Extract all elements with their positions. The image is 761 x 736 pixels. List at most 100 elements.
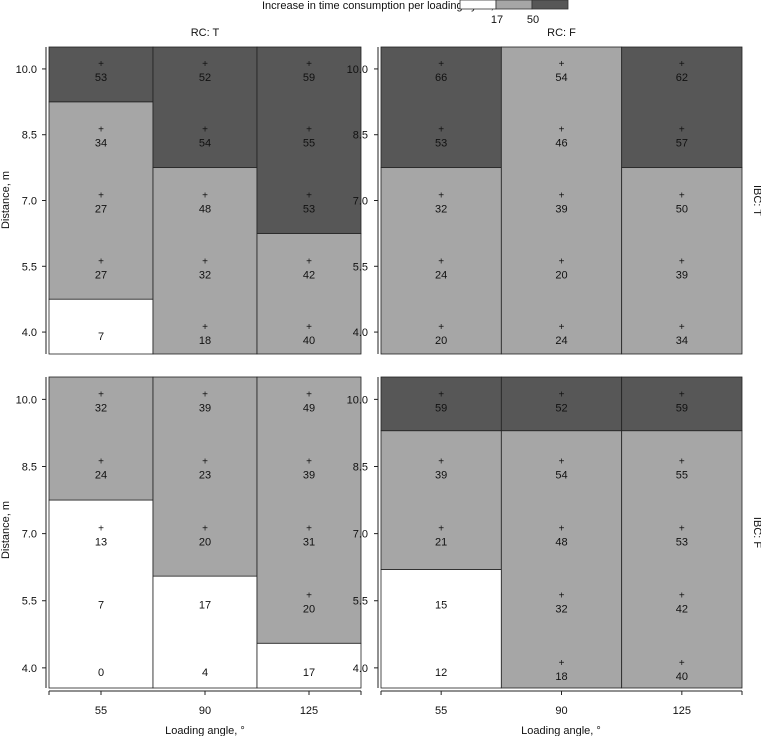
- data-label: 40: [676, 671, 688, 683]
- data-label: 13: [95, 537, 107, 549]
- data-label: 59: [303, 72, 315, 84]
- zone-level-0: [380, 569, 502, 689]
- sample-marker: +: [438, 456, 444, 467]
- panels: 7+27+27+34+53+18+32+48+54+52+40+42+53+55…: [16, 27, 761, 717]
- zone-level-2: [621, 46, 743, 169]
- sample-marker: +: [306, 456, 312, 467]
- sample-marker: +: [98, 125, 104, 136]
- sample-marker: +: [559, 191, 565, 202]
- zone-level-1: [152, 376, 258, 577]
- zone-level-1: [256, 376, 362, 644]
- sample-marker: +: [438, 322, 444, 333]
- data-label: 20: [303, 604, 315, 616]
- zone-level-1: [380, 167, 502, 355]
- sample-marker: +: [98, 256, 104, 267]
- data-label: 7: [98, 600, 104, 612]
- x-tick-label: 90: [555, 705, 567, 717]
- sample-marker: +: [306, 322, 312, 333]
- x-tick-label: 55: [95, 705, 107, 717]
- zone-level-2: [380, 46, 502, 169]
- data-label: 32: [555, 604, 567, 616]
- y-tick-label: 8.5: [353, 461, 368, 473]
- data-label: 53: [95, 72, 107, 84]
- sample-marker: +: [202, 191, 208, 202]
- legend-title: Increase in time consumption per loading…: [262, 0, 507, 12]
- sample-marker: +: [306, 59, 312, 70]
- zone-level-2: [621, 376, 743, 432]
- y-tick-label: 4.0: [353, 663, 368, 675]
- axis-titles: Distance, m Distance, m Loading angle, ° Lo…: [0, 171, 601, 736]
- y-axis: 4.0 5.5 7.0 8.5 10.0: [347, 377, 379, 688]
- sample-marker: +: [306, 256, 312, 267]
- x-axis: 55 90 125: [48, 690, 362, 717]
- data-label: 27: [95, 204, 107, 216]
- panel-1: 7 +27 +27 +34 +53 +18 +32 +48 +54 +52 +40 +42 +53 +55…: [16, 27, 362, 355]
- y-axis: 4.0 5.5 7.0 8.5 10.0: [16, 377, 47, 688]
- x-axis: 55 90 125: [380, 690, 743, 717]
- data-label: 39: [555, 204, 567, 216]
- legend-break-label: 17: [491, 14, 503, 26]
- y-tick-label: 10.0: [347, 394, 368, 406]
- data-label: 34: [95, 138, 107, 150]
- sample-marker: +: [202, 322, 208, 333]
- y-tick-label: 10.0: [16, 394, 37, 406]
- sample-marker: +: [202, 456, 208, 467]
- sample-marker: +: [559, 125, 565, 136]
- y-axis: 4.0 5.5 7.0 8.5 10.0: [347, 47, 379, 354]
- cell-125: +40 +42 +53 +55 +59: [621, 376, 743, 689]
- data-label: 66: [435, 72, 447, 84]
- sample-marker: +: [559, 389, 565, 400]
- sample-marker: +: [438, 125, 444, 136]
- data-label: 54: [555, 469, 567, 481]
- legend-swatch-0: [459, 0, 497, 10]
- y-tick-label: 5.5: [22, 596, 37, 608]
- data-label: 40: [303, 335, 315, 347]
- sample-marker: +: [679, 456, 685, 467]
- data-label: 39: [303, 469, 315, 481]
- data-label: 54: [199, 138, 211, 150]
- sample-marker: +: [98, 524, 104, 535]
- zone-level-0: [48, 499, 154, 689]
- data-label: 12: [435, 667, 447, 679]
- sample-marker: +: [438, 191, 444, 202]
- y-tick-label: 8.5: [22, 461, 37, 473]
- data-label: 21: [435, 537, 447, 549]
- zone-level-1: [500, 46, 623, 355]
- data-label: 20: [199, 537, 211, 549]
- data-label: 15: [435, 600, 447, 612]
- cell-125: 17 +20 +31 +39 +49: [256, 376, 362, 689]
- y-tick-label: 5.5: [22, 261, 37, 273]
- sample-marker: +: [202, 125, 208, 136]
- zone-level-1: [380, 430, 502, 570]
- data-label: 20: [435, 335, 447, 347]
- y-tick-label: 4.0: [22, 663, 37, 675]
- data-label: 18: [199, 335, 211, 347]
- sample-marker: +: [438, 59, 444, 70]
- y-tick-label: 10.0: [16, 64, 37, 76]
- cell-125: +34 +39 +50 +57 +62: [621, 46, 743, 355]
- legend-swatch-2: [531, 0, 569, 10]
- data-label: 24: [95, 469, 107, 481]
- sample-marker: +: [679, 322, 685, 333]
- sample-marker: +: [306, 389, 312, 400]
- column-label: RC: T: [191, 27, 220, 39]
- x-tick-label: 90: [199, 705, 211, 717]
- cell-90: 4 17 +20 +23 +39: [152, 376, 258, 689]
- data-label: 32: [199, 269, 211, 281]
- panel-4: 12 15 +21 +39 +59 +18 +32 +48 +54 +52 +40 +42 +53 +55…: [347, 376, 761, 717]
- y-tick-label: 7.0: [22, 529, 37, 541]
- cell-55: 12 15 +21 +39 +59: [380, 376, 502, 689]
- sample-marker: +: [98, 456, 104, 467]
- sample-marker: +: [306, 191, 312, 202]
- data-label: 42: [676, 604, 688, 616]
- zone-level-1: [48, 376, 154, 501]
- data-label: 27: [95, 269, 107, 281]
- data-label: 42: [303, 269, 315, 281]
- data-label: 55: [676, 469, 688, 481]
- sample-marker: +: [679, 191, 685, 202]
- sample-marker: +: [679, 658, 685, 669]
- sample-marker: +: [438, 524, 444, 535]
- sample-marker: +: [438, 256, 444, 267]
- zone-level-2: [152, 46, 258, 169]
- sample-marker: +: [306, 524, 312, 535]
